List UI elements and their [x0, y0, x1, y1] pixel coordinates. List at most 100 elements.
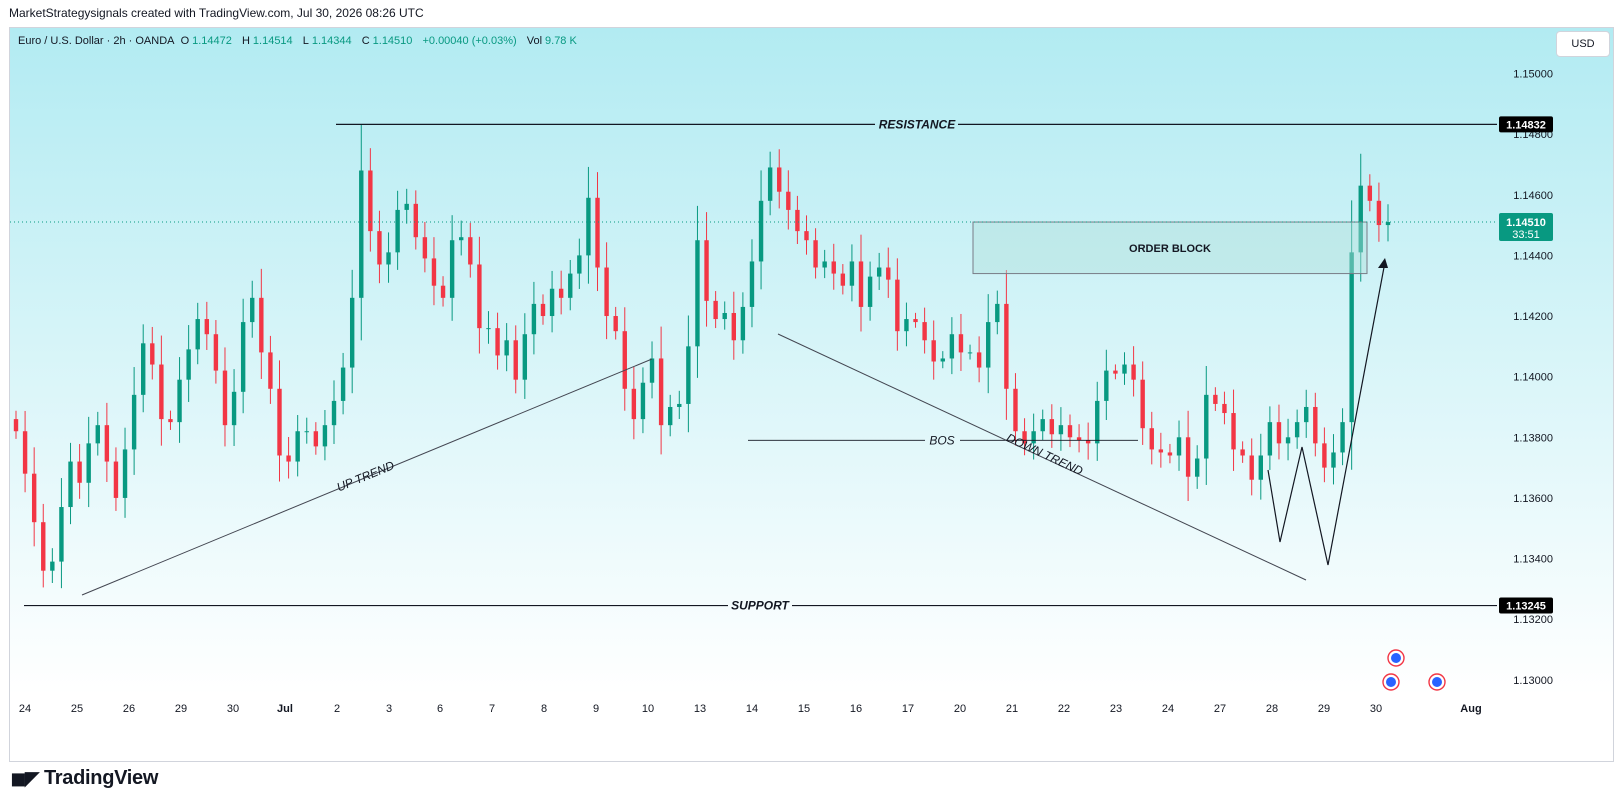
candle-body	[86, 443, 91, 483]
resistance-label: RESISTANCE	[879, 117, 956, 131]
candle-body	[1158, 449, 1164, 453]
x-tick-label: 10	[642, 703, 654, 715]
candle-body	[359, 170, 364, 298]
candle-body	[1013, 388, 1018, 432]
x-tick-label: 13	[694, 703, 706, 715]
x-tick-label: Jul	[277, 703, 293, 715]
candle-body	[222, 370, 228, 426]
x-tick-label: 9	[593, 703, 599, 715]
candles-layer	[13, 124, 1391, 589]
arrow-head-icon	[1378, 258, 1388, 268]
symbol-name: Euro / U.S. Dollar · 2h · OANDA	[18, 35, 175, 47]
candle-body	[1249, 455, 1254, 480]
candle-body	[540, 303, 546, 317]
w-pattern-drawing	[1267, 261, 1386, 566]
candle-body	[940, 358, 945, 362]
x-tick-label: 28	[1266, 703, 1278, 715]
candle-body	[304, 431, 309, 433]
support-price-label: 1.13245	[1506, 601, 1546, 613]
candle-body	[1385, 222, 1391, 226]
tradingview-logo[interactable]: ◼◤ TradingView	[10, 765, 158, 791]
x-tick-label: 15	[798, 703, 810, 715]
candle-body	[549, 288, 555, 317]
x-tick-label: 26	[123, 703, 135, 715]
candle-body	[449, 240, 455, 298]
low-value: 1.14344	[311, 35, 352, 47]
candle-body	[1085, 440, 1091, 444]
candle-body	[949, 334, 955, 359]
candle-body	[1194, 458, 1200, 477]
x-axis: 24 25 26 29 30 Jul 2 3 6 7 8 9 10 13 14 15 16 17 20 21 22 23 2…	[19, 703, 1482, 715]
candle-body	[495, 328, 500, 356]
candle-body	[268, 352, 273, 389]
candle-body	[95, 425, 100, 444]
event-flag-icon	[1391, 653, 1401, 663]
candle-body	[431, 258, 437, 286]
y-tick-label: 1.14400	[1513, 250, 1553, 262]
candle-body	[713, 300, 718, 320]
candle-body	[1231, 413, 1236, 450]
candle-body	[50, 561, 55, 571]
candle-body	[459, 237, 464, 241]
candle-body	[749, 261, 755, 307]
candle-body	[686, 346, 691, 404]
x-tick-label: 2	[334, 703, 340, 715]
candle-body	[159, 364, 164, 420]
x-tick-label: 22	[1058, 703, 1070, 715]
candle-body	[1149, 428, 1154, 450]
candle-body	[1331, 452, 1336, 468]
high-label: H	[241, 35, 250, 47]
candle-body	[413, 203, 418, 238]
resistance-price-label-bg	[1499, 116, 1553, 133]
candle-body	[1113, 370, 1118, 374]
uptrend-line	[81, 358, 653, 596]
candle-body	[640, 382, 646, 420]
candle-body	[1340, 422, 1345, 453]
candle-body	[613, 316, 618, 332]
candle-body	[777, 167, 782, 192]
low-label: L	[302, 35, 309, 47]
candle-body	[958, 334, 964, 353]
current-price-label: 1.14510	[1506, 217, 1546, 229]
candle-body	[404, 203, 409, 210]
x-tick-label: 27	[1214, 703, 1226, 715]
candle-body	[1049, 419, 1055, 435]
symbol-legend: Euro / U.S. Dollar · 2h · OANDA O 1.14472…	[18, 35, 584, 47]
downtrend-line	[777, 333, 1307, 581]
candle-body	[213, 334, 219, 371]
candle-body	[1204, 394, 1209, 459]
candle-body	[295, 431, 300, 462]
candle-body	[740, 306, 746, 341]
candle-body	[822, 261, 827, 268]
y-tick-label: 1.14000	[1513, 372, 1553, 384]
candle-body	[1022, 431, 1027, 444]
candle-body	[522, 334, 528, 380]
candle-body	[722, 312, 727, 320]
candle-body	[1104, 370, 1109, 401]
candle-body	[68, 461, 73, 508]
x-tick-label: 30	[227, 703, 239, 715]
bos-label: BOS	[929, 433, 954, 447]
candle-body	[531, 303, 537, 335]
y-tick-label: 1.14200	[1513, 311, 1553, 323]
candle-body	[767, 167, 773, 201]
candle-body	[1322, 443, 1327, 468]
event-flag-icon	[1386, 677, 1396, 687]
candle-body	[1076, 437, 1082, 441]
high-value: 1.14514	[252, 35, 293, 47]
candle-body	[922, 322, 927, 341]
x-tick-label: 25	[71, 703, 83, 715]
open-label: O	[180, 35, 190, 47]
candle-body	[113, 461, 119, 498]
y-axis: 1.150001.148001.146001.144001.142001.140…	[1513, 68, 1553, 686]
currency-button[interactable]: USD	[1556, 31, 1610, 57]
x-tick-label: 21	[1006, 703, 1018, 715]
event-flag-icon	[1432, 677, 1442, 687]
candle-body	[141, 343, 146, 395]
candle-body	[658, 358, 664, 426]
candle-body	[340, 367, 346, 401]
candle-body	[331, 400, 337, 426]
x-tick-label: 24	[19, 703, 31, 715]
candle-body	[1004, 303, 1009, 389]
